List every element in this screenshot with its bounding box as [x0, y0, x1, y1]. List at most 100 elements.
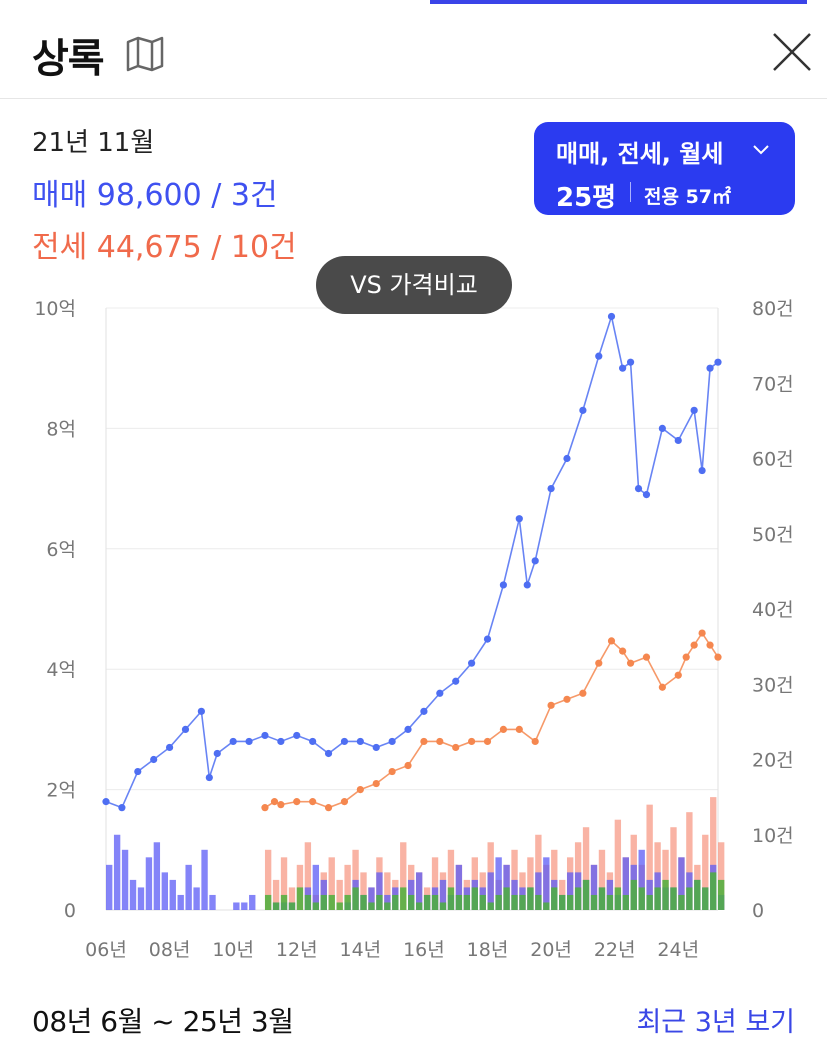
wolse-count-bar: [574, 887, 582, 910]
sale-price-point: [277, 737, 285, 746]
y-right-tick-label: 30건: [752, 674, 794, 696]
jeonse-price-point: [607, 637, 616, 645]
price-chart[interactable]: 0 2억 4억 6억 8억 10억 0 10건 20건 30건 40건 50건 60건 70건 80건 06년…: [0, 290, 827, 970]
wolse-count-bar: [463, 894, 471, 910]
jeonse-count-bar: [328, 857, 335, 910]
sale-price-point: [102, 798, 110, 806]
wolse-count-bar: [710, 872, 717, 910]
jeonse-count-bar: [527, 857, 534, 910]
jeonse-price-point: [658, 683, 666, 691]
jeonse-price-point: [531, 737, 539, 746]
jeonse-count-bar: [264, 849, 272, 910]
sale-price-point: [690, 406, 698, 414]
jeonse-count-bar: [718, 842, 725, 910]
chevron-down-icon: [753, 145, 769, 155]
jeonse-price-point: [372, 779, 380, 788]
jeonse-count-bar: [447, 849, 455, 910]
sale-price-point: [229, 737, 237, 746]
trade-type-label: 매매, 전세, 월세: [556, 140, 724, 168]
wolse-count-bar: [566, 894, 574, 910]
sale-count-bar: [185, 864, 192, 910]
wolse-count-bar: [312, 902, 320, 910]
y-left-tick-label: 0: [64, 900, 76, 922]
jeonse-price-point: [340, 798, 349, 806]
jeonse-price-point: [714, 653, 722, 661]
sale-count-bar: [129, 879, 137, 910]
trade-filter-button[interactable]: 매매, 전세, 월세 25평 전용 57㎡: [534, 122, 795, 215]
wolse-count-bar: [304, 894, 312, 910]
sale-count-bar: [233, 902, 240, 910]
sale-count-bar: [495, 857, 502, 910]
sale-price-point: [213, 749, 221, 758]
sale-price-point: [547, 485, 555, 493]
wolse-count-bar: [423, 894, 431, 910]
map-icon[interactable]: [124, 36, 166, 72]
sale-price-point: [134, 767, 142, 776]
wolse-count-bar: [543, 902, 550, 910]
jeonse-price-point: [579, 689, 587, 697]
y-right-tick-label: 40건: [752, 599, 794, 621]
jeonse-price-point: [483, 737, 492, 746]
sale-count-bar: [106, 864, 113, 910]
wolse-count-bar: [614, 887, 622, 910]
x-tick-label: 14년: [340, 939, 382, 961]
sale-price-point: [261, 731, 269, 740]
sale-count-bar: [121, 849, 129, 910]
sale-price-point: [515, 515, 523, 523]
sale-count-bar: [113, 834, 121, 910]
sale-count-bar: [241, 902, 248, 910]
recent-3-years-link[interactable]: 최근 3년 보기: [636, 1007, 795, 1038]
wolse-count-bar: [694, 879, 701, 910]
jeonse-price-point: [499, 725, 508, 733]
wolse-count-bar: [336, 902, 343, 910]
close-icon[interactable]: [770, 30, 814, 74]
wolse-count-bar: [455, 894, 463, 910]
jeonse-price-point: [277, 801, 285, 809]
wolse-count-bar: [384, 902, 391, 910]
jeonse-count-bar: [614, 819, 622, 910]
y-right-tick-label: 70건: [752, 373, 794, 395]
wolse-count-bar: [471, 887, 478, 910]
y-right-tick-label: 20건: [752, 750, 794, 772]
wolse-count-bar: [360, 894, 367, 910]
sale-price-point: [642, 491, 651, 499]
wolse-count-bar: [535, 894, 542, 910]
sale-count-bar: [137, 887, 145, 910]
jeonse-count-bar: [280, 857, 288, 910]
jeonse-price-point: [563, 695, 571, 703]
wolse-count-bar: [662, 879, 669, 910]
sale-count-bar: [209, 894, 216, 910]
jeonse-count-bar: [384, 872, 391, 910]
y-left-tick-label: 6억: [46, 539, 76, 561]
jeonse-price-point: [674, 671, 682, 679]
wolse-count-bar: [654, 887, 661, 910]
wolse-count-bar: [415, 902, 423, 910]
x-tick-label: 08년: [149, 939, 191, 961]
jeonse-price-point: [619, 647, 627, 655]
wolse-count-bar: [439, 902, 447, 910]
date-range: 08년 6월 ~ 25년 3월: [32, 1005, 294, 1038]
vs-compare-button[interactable]: VS 가격비교: [316, 256, 512, 314]
x-tick-label: 10년: [212, 939, 254, 961]
sale-count-bar: [161, 872, 168, 910]
jeonse-price-point: [706, 641, 714, 649]
jeonse-price-point: [682, 653, 690, 661]
sale-price-point: [197, 707, 205, 715]
wolse-count-bar: [598, 887, 606, 910]
sale-price-point: [483, 635, 492, 643]
x-tick-label: 20년: [530, 939, 572, 961]
wolse-count-bar: [630, 879, 637, 910]
sale-count-bar: [590, 864, 598, 910]
sale-price-point: [356, 737, 364, 746]
wolse-count-bar: [264, 894, 272, 910]
sale-price-point: [388, 737, 396, 746]
jeonse-count-bar: [686, 812, 693, 910]
sale-count-bar: [439, 879, 447, 910]
sale-price-point: [436, 689, 444, 697]
wolse-count-bar: [686, 887, 693, 910]
sale-count-bar: [415, 872, 423, 910]
wolse-count-bar: [320, 894, 327, 910]
jeonse-price-point: [356, 786, 364, 794]
sale-count-bar: [535, 872, 542, 910]
sale-price-point: [531, 557, 539, 565]
